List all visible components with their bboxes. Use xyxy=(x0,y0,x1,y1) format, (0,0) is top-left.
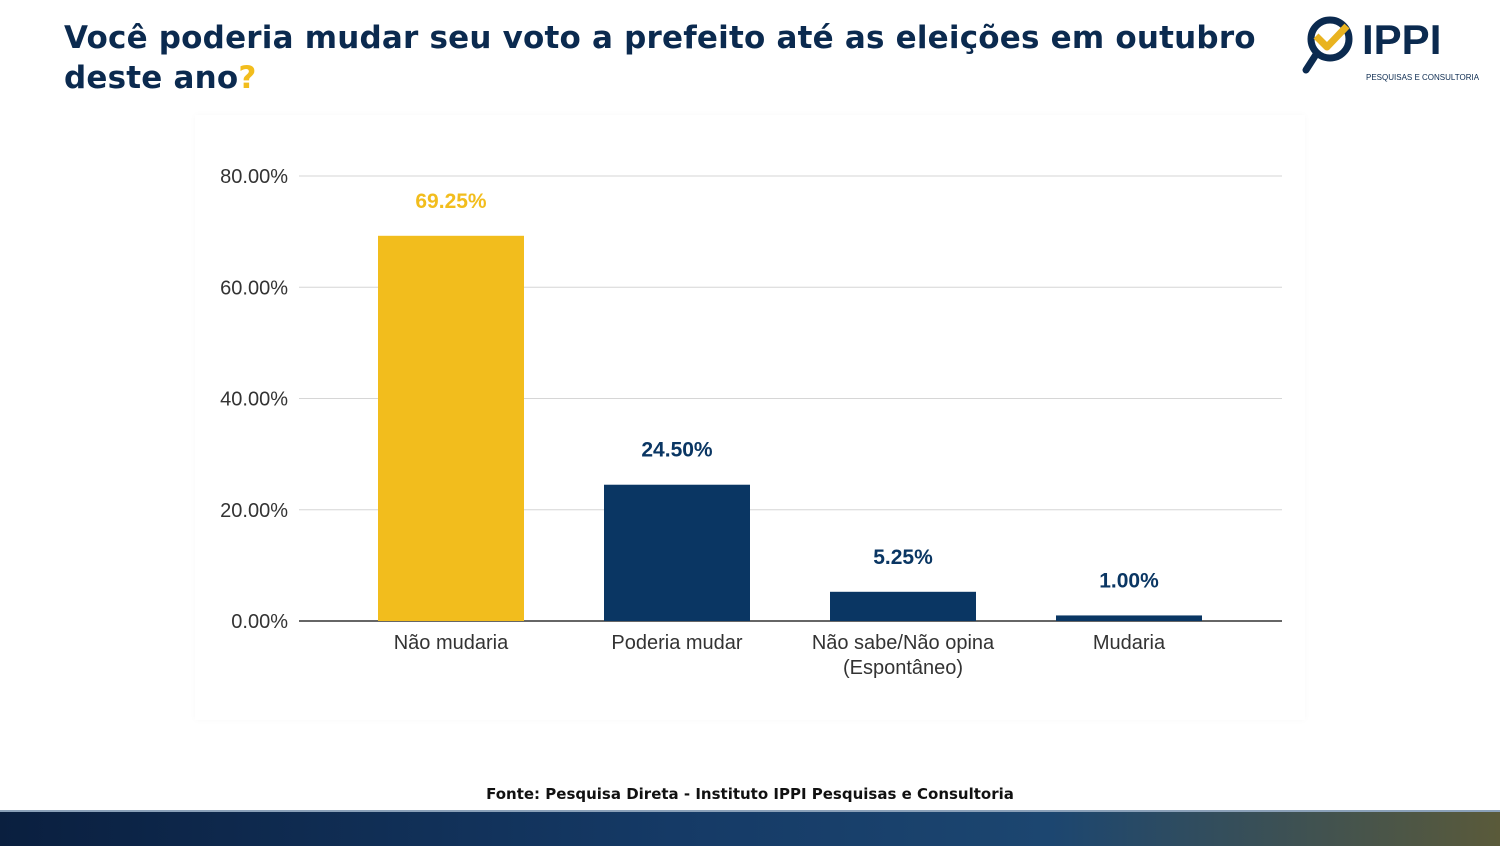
x-tick-label: (Espontâneo) xyxy=(843,657,963,679)
page-title: Você poderia mudar seu voto a prefeito a… xyxy=(64,18,1284,98)
magnifier-icon xyxy=(1307,16,1353,62)
x-tick-label: Mudaria xyxy=(1093,632,1166,654)
y-tick-label: 0.00% xyxy=(231,611,288,633)
bar xyxy=(604,484,750,621)
bar-chart: 0.00% 20.00% 40.00% 60.00% 80.00% 69.25% Não m… xyxy=(220,166,1282,679)
ippi-logo: IPPI PESQUISAS E CONSULTORIA xyxy=(1302,16,1480,82)
data-label: 1.00% xyxy=(1099,569,1159,592)
x-tick-label: Poderia mudar xyxy=(611,632,743,654)
check-icon xyxy=(1313,23,1350,51)
logo-name: IPPI xyxy=(1362,16,1441,63)
title-question-mark: ? xyxy=(238,60,257,96)
x-tick-label: Não mudaria xyxy=(394,632,509,654)
y-tick-label: 80.00% xyxy=(220,166,288,188)
y-tick-label: 40.00% xyxy=(220,389,288,411)
y-tick-label: 60.00% xyxy=(220,277,288,299)
bar xyxy=(1056,615,1202,621)
x-tick-label: Não sabe/Não opina xyxy=(812,632,995,654)
bar xyxy=(378,235,524,621)
title-text: Você poderia mudar seu voto a prefeito a… xyxy=(64,20,1256,96)
data-label: 69.25% xyxy=(415,190,487,213)
data-label: 24.50% xyxy=(641,439,713,462)
footer-band xyxy=(0,810,1500,846)
chart-panel: 0.00% 20.00% 40.00% 60.00% 80.00% 69.25% Não m… xyxy=(195,115,1305,720)
magnifier-handle xyxy=(1302,49,1321,74)
logo-tagline: PESQUISAS E CONSULTORIA xyxy=(1366,73,1480,82)
source-note: Fonte: Pesquisa Direta - Instituto IPPI … xyxy=(486,785,1014,803)
data-label: 5.25% xyxy=(873,546,933,569)
bar xyxy=(830,591,976,621)
y-tick-label: 20.00% xyxy=(220,500,288,522)
